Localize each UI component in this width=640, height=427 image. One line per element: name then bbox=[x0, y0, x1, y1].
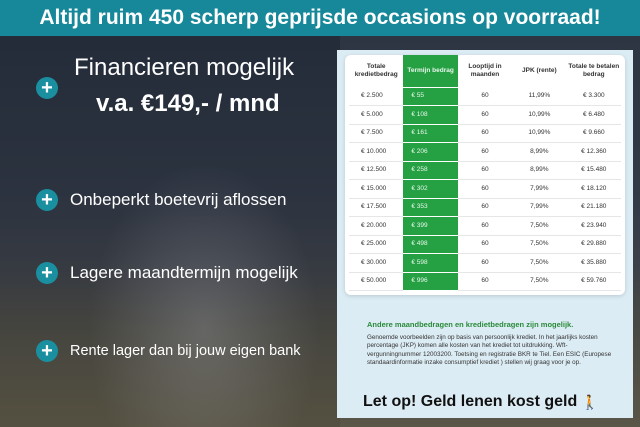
plus-circle-icon: + bbox=[36, 340, 58, 362]
table-cell: 60 bbox=[457, 105, 513, 125]
note-body: Genoemde voorbeelden zijn op basis van p… bbox=[367, 334, 612, 367]
warning: Let op! Geld lenen kost geld 🚶 bbox=[363, 392, 599, 412]
table-cell: € 55 bbox=[403, 87, 458, 106]
table-cell: € 25.000 bbox=[349, 235, 404, 254]
table-row: € 50.000 € 996 60 7,50% € 59.760 bbox=[349, 272, 621, 291]
table-cell: € 59.760 bbox=[566, 272, 621, 291]
table-cell: € 353 bbox=[403, 198, 458, 217]
table-cell: € 3.300 bbox=[566, 87, 621, 106]
bullet-text: Onbeperkt boetevrij aflossen bbox=[70, 190, 287, 209]
table-cell: € 161 bbox=[403, 124, 458, 143]
table-cell: 60 bbox=[457, 87, 513, 106]
table-cell: € 498 bbox=[403, 235, 458, 254]
table-row: € 2.500 € 55 60 11,99% € 3.300 bbox=[349, 87, 621, 106]
table-row: € 10.000 € 206 60 8,99% € 12.360 bbox=[349, 142, 621, 162]
table-cell: € 15.480 bbox=[566, 161, 621, 180]
table-cell: € 35.880 bbox=[566, 253, 621, 273]
table-cell: € 9.660 bbox=[566, 124, 621, 143]
table-cell: 60 bbox=[457, 142, 513, 162]
table-cell: 60 bbox=[457, 253, 513, 273]
table-row: € 17.500 € 353 60 7,99% € 21.180 bbox=[349, 198, 621, 217]
table-cell: 7,99% bbox=[512, 179, 567, 199]
table-cell: € 996 bbox=[403, 272, 458, 291]
table-cell: 7,50% bbox=[512, 216, 567, 236]
table-cell: € 17.500 bbox=[349, 198, 404, 217]
table-cell: 7,50% bbox=[512, 272, 567, 291]
table-cell: 7,50% bbox=[512, 253, 567, 273]
bullet-item: + Lagere maandtermijn mogelijk bbox=[36, 262, 298, 284]
table-cell: 11,99% bbox=[512, 87, 567, 106]
table-cell: € 15.000 bbox=[349, 179, 404, 199]
table-body: € 2.500 € 55 60 11,99% € 3.300 € 5.000 € 108 60… bbox=[349, 87, 621, 291]
table-cell: € 10.000 bbox=[349, 142, 404, 162]
table-row: € 7.500 € 161 60 10,99% € 9.660 bbox=[349, 124, 621, 143]
table-row: € 15.000 € 302 60 7,99% € 18.120 bbox=[349, 179, 621, 199]
table-cell: € 23.940 bbox=[566, 216, 621, 236]
table-cell: € 7.500 bbox=[349, 124, 404, 143]
plus-circle-icon: + bbox=[36, 189, 58, 211]
table-cell: € 12.360 bbox=[566, 142, 621, 162]
note-title: Andere maandbedragen en kredietbedragen … bbox=[367, 320, 574, 329]
table-cell: € 18.120 bbox=[566, 179, 621, 199]
table-cell: € 29.880 bbox=[566, 235, 621, 254]
financing-table: Totale kredietbedrag Termijn bedrag Loopti… bbox=[349, 55, 621, 291]
table-cell: € 302 bbox=[403, 179, 458, 199]
walking-person-icon: 🚶 bbox=[581, 394, 599, 410]
table-cell: € 5.000 bbox=[349, 105, 404, 125]
financing-panel: Totale kredietbedrag Termijn bedrag Loopti… bbox=[337, 50, 633, 418]
table-cell: 10,99% bbox=[512, 124, 567, 143]
background-photo bbox=[0, 36, 340, 427]
table-cell: € 399 bbox=[403, 216, 458, 236]
bullet-item: + Rente lager dan bij jouw eigen bank bbox=[36, 340, 301, 362]
bullet-text: Rente lager dan bij jouw eigen bank bbox=[70, 343, 301, 359]
bullet-item: + Onbeperkt boetevrij aflossen bbox=[36, 189, 286, 211]
table-cell: € 30.000 bbox=[349, 253, 404, 273]
table-cell: 60 bbox=[457, 198, 513, 217]
table-cell: 7,50% bbox=[512, 235, 567, 254]
table-cell: € 2.500 bbox=[349, 87, 404, 106]
plus-circle-icon: + bbox=[36, 77, 58, 99]
table-cell: 10,99% bbox=[512, 105, 567, 125]
table-cell: 8,99% bbox=[512, 142, 567, 162]
column-header: Termijn bedrag bbox=[403, 55, 458, 88]
warning-text: Let op! Geld lenen kost geld bbox=[363, 393, 578, 410]
table-cell: 60 bbox=[457, 161, 513, 180]
table-row: € 5.000 € 108 60 10,99% € 6.480 bbox=[349, 105, 621, 125]
table-cell: € 20.000 bbox=[349, 216, 404, 236]
table-cell: € 50.000 bbox=[349, 272, 404, 291]
table-cell: 60 bbox=[457, 179, 513, 199]
table-cell: 60 bbox=[457, 272, 513, 291]
table-row: € 20.000 € 399 60 7,50% € 23.940 bbox=[349, 216, 621, 236]
table-cell: 8,99% bbox=[512, 161, 567, 180]
financing-price: v.a. €149,- / mnd bbox=[96, 90, 280, 117]
table-cell: 7,99% bbox=[512, 198, 567, 217]
table-cell: 60 bbox=[457, 216, 513, 236]
column-header: Totale te betalen bedrag bbox=[568, 62, 620, 79]
table-cell: € 598 bbox=[403, 253, 458, 273]
column-header: JPK (rente) bbox=[522, 66, 557, 74]
table-cell: € 21.180 bbox=[566, 198, 621, 217]
table-row: € 30.000 € 598 60 7,50% € 35.880 bbox=[349, 253, 621, 273]
column-header: Looptijd in maanden bbox=[468, 62, 502, 79]
bullet-text: Lagere maandtermijn mogelijk bbox=[70, 263, 298, 282]
table-row: € 12.500 € 258 60 8,99% € 15.480 bbox=[349, 161, 621, 180]
table-cell: € 258 bbox=[403, 161, 458, 180]
top-banner: Altijd ruim 450 scherp geprijsde occasio… bbox=[0, 0, 640, 36]
financing-title: Financieren mogelijk bbox=[74, 54, 295, 81]
table-cell: 60 bbox=[457, 124, 513, 143]
table-cell: 60 bbox=[457, 235, 513, 254]
table-row: € 25.000 € 498 60 7,50% € 29.880 bbox=[349, 235, 621, 254]
table-cell: € 206 bbox=[403, 142, 458, 162]
table-cell: € 12.500 bbox=[349, 161, 404, 180]
table-header-row: Totale kredietbedrag Termijn bedrag Loopti… bbox=[349, 55, 621, 88]
table-cell: € 108 bbox=[403, 105, 458, 125]
table-cell: € 6.480 bbox=[566, 105, 621, 125]
column-header: Totale kredietbedrag bbox=[354, 62, 398, 79]
financing-table-card: Totale kredietbedrag Termijn bedrag Loopti… bbox=[345, 55, 625, 295]
plus-circle-icon: + bbox=[36, 262, 58, 284]
banner-title: Altijd ruim 450 scherp geprijsde occasio… bbox=[39, 6, 601, 29]
